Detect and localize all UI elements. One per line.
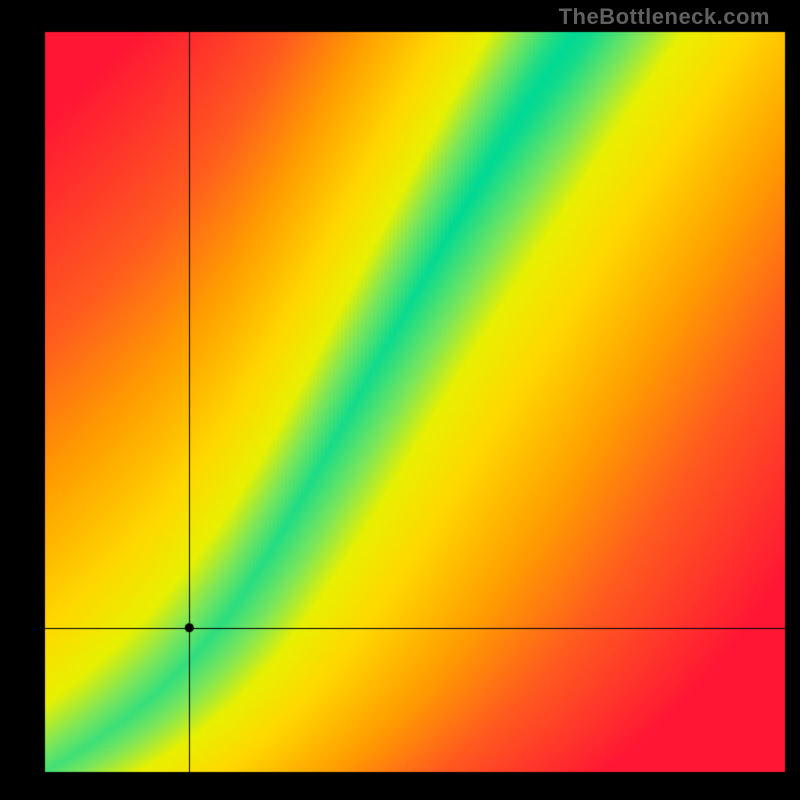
attribution-text: TheBottleneck.com	[559, 4, 770, 30]
bottleneck-heatmap	[0, 0, 800, 800]
chart-container: { "attribution": "TheBottleneck.com", "c…	[0, 0, 800, 800]
